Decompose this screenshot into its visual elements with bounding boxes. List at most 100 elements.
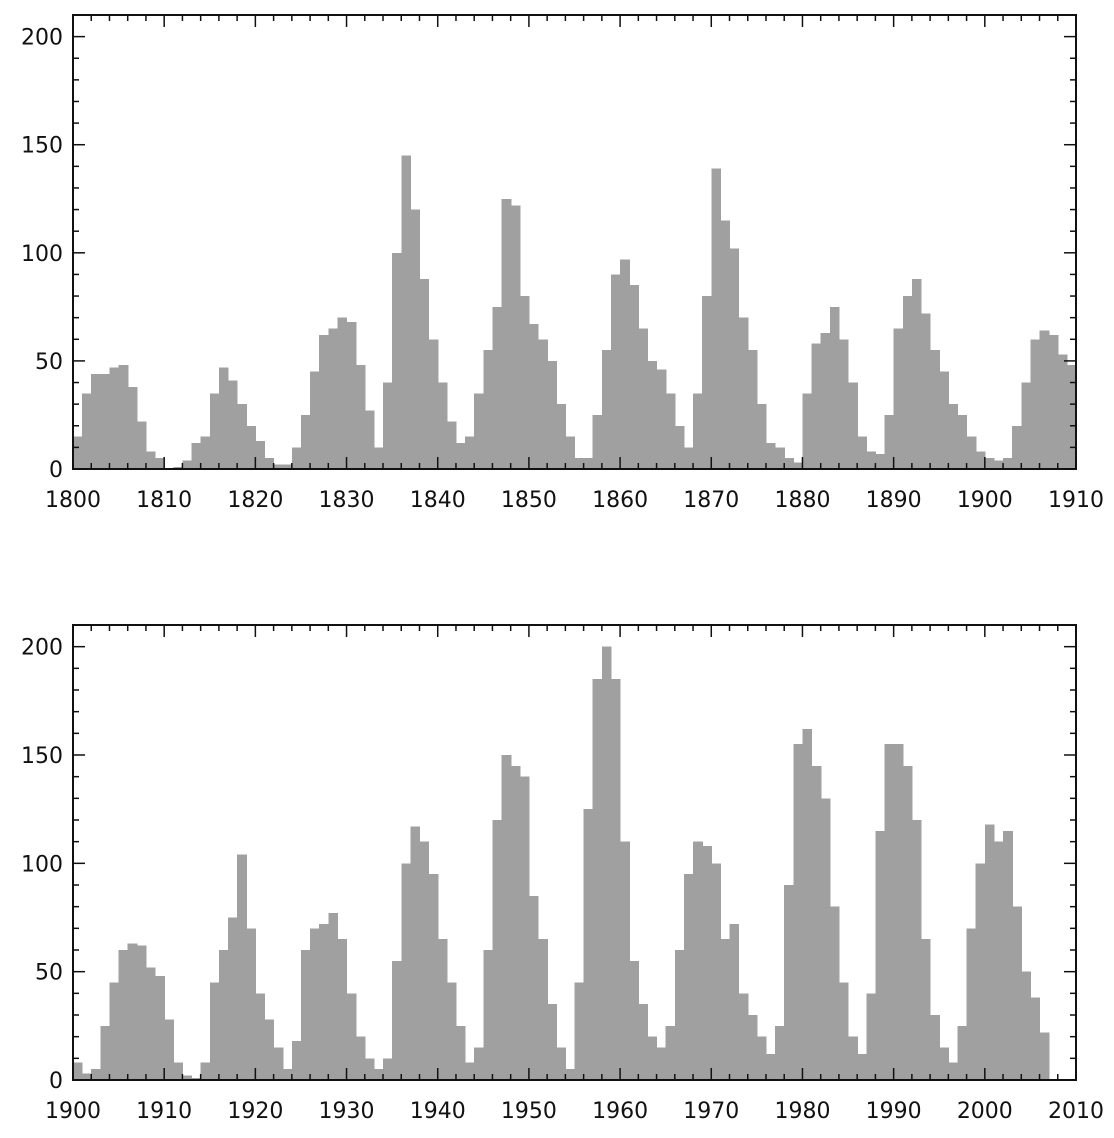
data-bar bbox=[610, 274, 621, 469]
data-bar bbox=[1003, 830, 1013, 1080]
data-bar bbox=[510, 205, 521, 469]
x-tick-label: 1890 bbox=[866, 488, 922, 513]
x-tick-label: 1860 bbox=[592, 488, 648, 513]
plot-frame bbox=[72, 624, 1077, 1081]
data-bar bbox=[920, 939, 931, 1080]
data-bar bbox=[73, 1062, 83, 1080]
data-bar bbox=[218, 950, 229, 1080]
data-bar bbox=[136, 421, 147, 469]
data-bar bbox=[1039, 330, 1050, 469]
data-bar bbox=[665, 393, 676, 469]
data-bar bbox=[756, 404, 767, 469]
data-bar bbox=[282, 1069, 293, 1080]
data-bar bbox=[966, 436, 977, 469]
data-bar bbox=[364, 1058, 375, 1080]
series-bars bbox=[73, 646, 1050, 1080]
data-bar bbox=[1039, 1032, 1050, 1080]
data-bar bbox=[228, 917, 238, 1080]
data-bar bbox=[364, 410, 375, 469]
data-bar bbox=[519, 776, 530, 1080]
data-bar bbox=[383, 382, 393, 469]
data-bar bbox=[866, 451, 876, 469]
data-bar bbox=[629, 285, 639, 469]
data-bar bbox=[556, 404, 566, 469]
data-bar bbox=[975, 863, 986, 1080]
data-bar bbox=[310, 928, 320, 1080]
data-bar bbox=[993, 460, 1004, 469]
data-bar bbox=[875, 830, 886, 1080]
data-bar bbox=[875, 453, 886, 469]
data-bar bbox=[209, 982, 220, 1080]
data-bar bbox=[993, 841, 1004, 1080]
x-tick-label: 1940 bbox=[410, 1099, 466, 1124]
data-bar bbox=[200, 436, 211, 469]
data-bar bbox=[446, 421, 457, 469]
data-bar bbox=[711, 168, 721, 469]
x-tick-label: 1850 bbox=[501, 488, 557, 513]
data-bar bbox=[492, 306, 503, 469]
data-bar bbox=[474, 1047, 484, 1080]
x-tick-label: 1920 bbox=[227, 1099, 283, 1124]
data-bar bbox=[237, 404, 247, 469]
data-bar bbox=[711, 863, 721, 1080]
data-bar bbox=[228, 380, 238, 469]
x-tick-label: 1870 bbox=[683, 488, 739, 513]
data-bar bbox=[738, 993, 749, 1080]
data-bar bbox=[155, 976, 165, 1080]
data-bar bbox=[811, 343, 822, 469]
data-bar bbox=[300, 414, 311, 469]
data-bar bbox=[829, 306, 840, 469]
data-bar bbox=[1012, 906, 1022, 1080]
x-tick-label: 1900 bbox=[957, 488, 1013, 513]
data-bar bbox=[656, 369, 667, 469]
data-bar bbox=[565, 436, 576, 469]
data-bar bbox=[383, 1058, 393, 1080]
data-bar bbox=[939, 371, 949, 469]
data-bar bbox=[145, 967, 156, 1080]
data-bar bbox=[191, 443, 202, 469]
data-bar bbox=[784, 885, 794, 1080]
data-bar bbox=[310, 371, 320, 469]
y-tick-label: 200 bbox=[21, 636, 63, 661]
data-bar bbox=[793, 744, 804, 1080]
x-tick-label: 1960 bbox=[592, 1099, 648, 1124]
data-bar bbox=[556, 1047, 566, 1080]
data-bar bbox=[73, 436, 83, 469]
x-tick-label: 1840 bbox=[410, 488, 466, 513]
data-bar bbox=[765, 443, 776, 469]
data-bar bbox=[519, 296, 530, 469]
data-bar bbox=[237, 854, 247, 1080]
data-bar bbox=[419, 278, 430, 469]
x-tick-label: 1970 bbox=[683, 1099, 739, 1124]
data-bar bbox=[373, 1069, 384, 1080]
data-bar bbox=[510, 765, 521, 1080]
data-bar bbox=[1003, 458, 1013, 469]
data-bar bbox=[82, 393, 92, 469]
data-bar bbox=[620, 841, 630, 1080]
data-bar bbox=[1030, 339, 1041, 469]
data-bar bbox=[355, 365, 366, 469]
x-tick-label: 1800 bbox=[45, 488, 101, 513]
data-bar bbox=[173, 466, 184, 469]
x-tick-label: 1900 bbox=[45, 1099, 101, 1124]
data-bar bbox=[182, 460, 193, 469]
data-bar bbox=[729, 248, 740, 469]
data-bar bbox=[683, 874, 694, 1080]
data-bar bbox=[319, 334, 329, 469]
y-tick-label: 100 bbox=[21, 242, 63, 267]
x-tick-label: 1810 bbox=[136, 488, 192, 513]
data-bar bbox=[191, 1077, 202, 1080]
data-bar bbox=[647, 1036, 658, 1080]
data-bar bbox=[428, 339, 439, 469]
data-bar bbox=[410, 209, 421, 469]
data-bar bbox=[674, 950, 685, 1080]
data-bar bbox=[884, 744, 895, 1080]
data-bar bbox=[793, 462, 804, 469]
data-bar bbox=[547, 1004, 557, 1080]
data-bar bbox=[1066, 365, 1077, 469]
data-bar bbox=[373, 447, 384, 469]
y-tick-label: 150 bbox=[21, 744, 63, 769]
data-bar bbox=[528, 895, 539, 1080]
data-bar bbox=[838, 339, 849, 469]
data-bar bbox=[455, 1025, 466, 1080]
